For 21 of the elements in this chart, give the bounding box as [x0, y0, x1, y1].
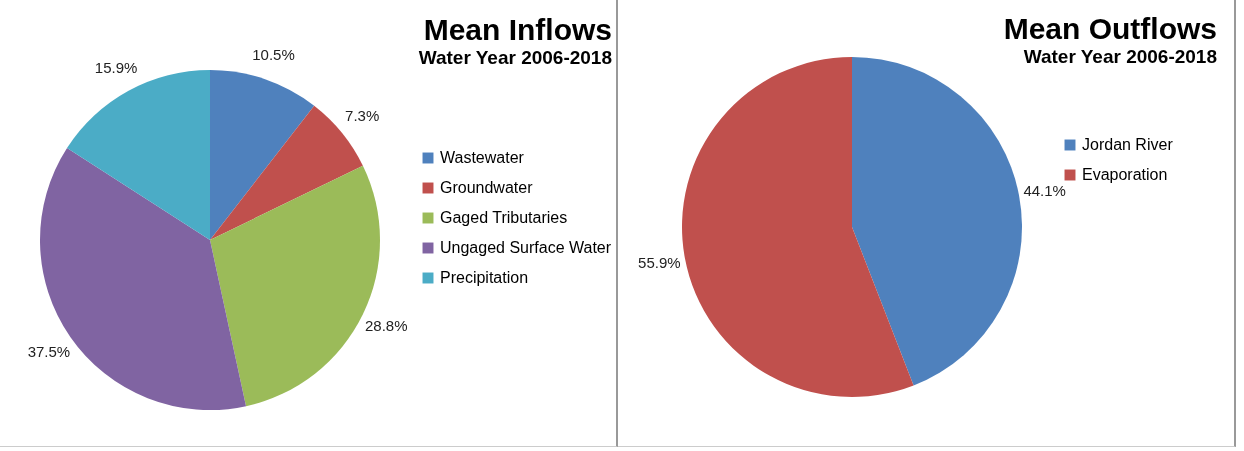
legend-label: Precipitation [440, 269, 529, 286]
legend-label: Gaged Tributaries [440, 209, 568, 226]
pie-slice [210, 70, 315, 240]
data-label: 44.1% [1023, 181, 1066, 199]
data-label: 15.9% [94, 58, 138, 76]
chart-subtitle: Water Year 2006-2018 [1023, 46, 1217, 67]
chart-title: Mean Outflows [1003, 12, 1217, 45]
data-label: 7.3% [345, 107, 380, 125]
chart-title: Mean Inflows [423, 12, 612, 46]
pie-slice [852, 57, 1022, 386]
chart-subtitle: Water Year 2006-2018 [418, 46, 612, 68]
data-label: 10.5% [252, 45, 295, 63]
legend-label: Wastewater [440, 149, 525, 166]
legend-label: Ungaged Surface Water [440, 239, 612, 256]
data-label: 55.9% [638, 254, 681, 272]
legend-label: Jordan River [1082, 136, 1174, 153]
legend-label: Groundwater [440, 179, 534, 196]
pie-slice [682, 57, 914, 397]
data-label: 28.8% [365, 316, 408, 334]
data-label: 37.5% [27, 342, 71, 360]
legend-label: Evaporation [1082, 166, 1168, 183]
